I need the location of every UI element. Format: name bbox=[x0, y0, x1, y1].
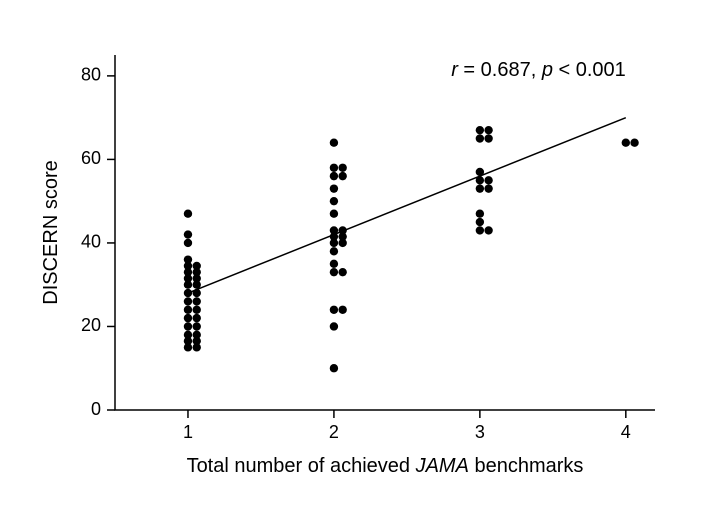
data-point bbox=[184, 230, 192, 238]
data-point bbox=[193, 322, 201, 330]
x-axis-title: Total number of achieved JAMA benchmarks bbox=[187, 455, 584, 477]
data-point bbox=[484, 184, 492, 192]
y-tick-label: 80 bbox=[81, 65, 101, 85]
data-point bbox=[330, 164, 338, 172]
data-point bbox=[193, 314, 201, 322]
x-tick-label: 4 bbox=[621, 422, 631, 442]
data-point bbox=[193, 331, 201, 339]
data-point bbox=[330, 247, 338, 255]
y-tick-label: 60 bbox=[81, 148, 101, 168]
data-point bbox=[330, 197, 338, 205]
data-point bbox=[184, 297, 192, 305]
data-point bbox=[630, 139, 638, 147]
data-point bbox=[484, 134, 492, 142]
y-tick-label: 20 bbox=[81, 315, 101, 335]
data-point bbox=[476, 218, 484, 226]
stats-annotation: r = 0.687, p < 0.001 bbox=[451, 59, 626, 81]
data-point bbox=[193, 262, 201, 270]
data-point bbox=[476, 210, 484, 218]
data-point bbox=[184, 306, 192, 314]
y-axis-title: DISCERN score bbox=[40, 160, 62, 304]
data-point bbox=[476, 184, 484, 192]
data-point bbox=[330, 306, 338, 314]
x-tick-label: 2 bbox=[329, 422, 339, 442]
regression-line bbox=[188, 118, 626, 293]
data-point bbox=[338, 172, 346, 180]
data-point bbox=[330, 260, 338, 268]
data-point bbox=[193, 306, 201, 314]
x-tick-label: 3 bbox=[475, 422, 485, 442]
data-point bbox=[184, 322, 192, 330]
data-point bbox=[330, 172, 338, 180]
data-point bbox=[184, 210, 192, 218]
data-point bbox=[193, 297, 201, 305]
data-point bbox=[330, 364, 338, 372]
data-point bbox=[184, 331, 192, 339]
data-point bbox=[484, 126, 492, 134]
data-point bbox=[330, 322, 338, 330]
chart-svg: 0 20 40 60 80 1 2 3 4 DISCERN score Total number o… bbox=[0, 0, 706, 517]
data-point bbox=[330, 268, 338, 276]
data-point bbox=[476, 134, 484, 142]
data-point bbox=[330, 184, 338, 192]
axis-frame bbox=[115, 55, 655, 410]
data-point bbox=[184, 314, 192, 322]
data-point bbox=[184, 255, 192, 263]
scatter-chart: 0 20 40 60 80 1 2 3 4 DISCERN score Total number o… bbox=[0, 0, 706, 517]
data-point bbox=[330, 210, 338, 218]
data-point bbox=[484, 176, 492, 184]
data-point bbox=[338, 306, 346, 314]
data-point bbox=[330, 139, 338, 147]
data-point bbox=[184, 239, 192, 247]
data-point bbox=[338, 164, 346, 172]
data-point bbox=[622, 139, 630, 147]
data-point bbox=[476, 126, 484, 134]
data-point bbox=[484, 226, 492, 234]
y-tick-label: 0 bbox=[91, 399, 101, 419]
y-tick-label: 40 bbox=[81, 232, 101, 252]
data-point bbox=[338, 268, 346, 276]
x-tick-label: 1 bbox=[183, 422, 193, 442]
data-point bbox=[476, 226, 484, 234]
